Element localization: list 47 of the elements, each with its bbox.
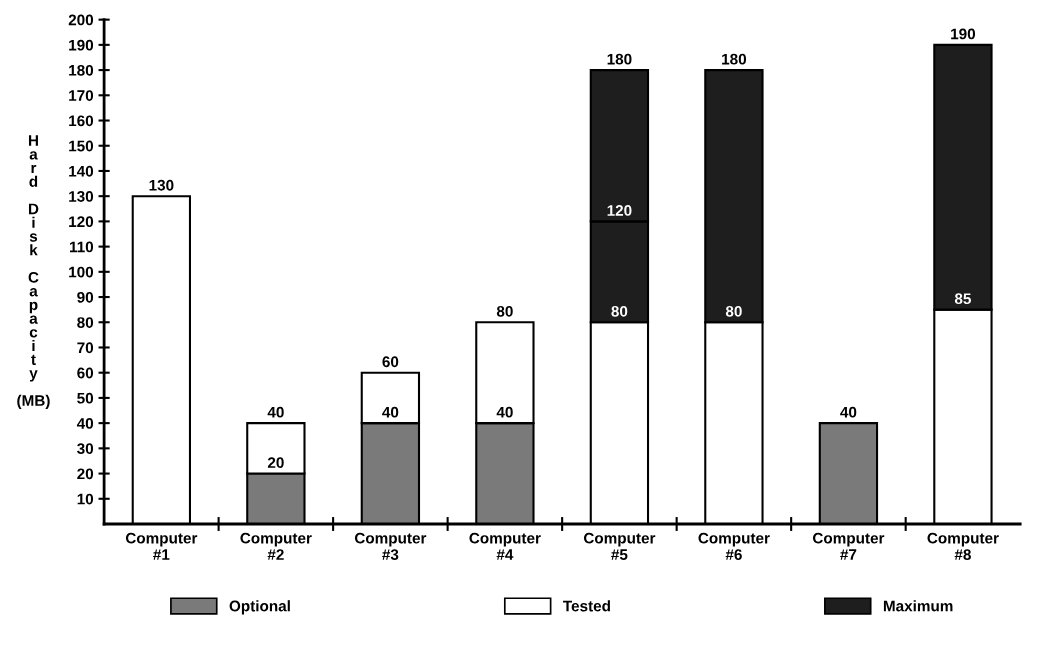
annotation: 40 <box>382 406 399 418</box>
y-tick-label: 130 <box>69 191 94 202</box>
annotation: 40 <box>496 406 513 418</box>
annotation: 80 <box>725 305 742 317</box>
y-tick-label: 190 <box>69 39 94 51</box>
x-tick-label: Computer #8 <box>927 532 999 561</box>
y-tick-label: 90 <box>77 291 94 303</box>
text: Hard Disk Capacity (MB) <box>17 135 50 409</box>
legend-label: Maximum <box>883 600 953 612</box>
y-tick-label: 200 <box>68 14 94 26</box>
x-tick-label: Computer #4 <box>469 532 541 560</box>
x-tick-label: Computer #1 <box>125 532 198 560</box>
y-tick-label: 20 <box>77 468 94 480</box>
y-tick-label: 70 <box>77 342 94 354</box>
y-tick-label: 150 <box>69 140 94 152</box>
x-tick-label: Computer #5 <box>583 532 656 561</box>
total-label: 180 <box>607 53 632 65</box>
y-tick-label: 140 <box>69 165 94 177</box>
y-tick-label: 110 <box>70 241 94 253</box>
total-label: 40 <box>840 406 857 418</box>
total-label: 180 <box>722 53 747 65</box>
legend-label: Optional <box>229 600 290 615</box>
y-tick-label: 170 <box>69 90 94 101</box>
x-tick-label: Computer #2 <box>240 532 312 560</box>
total-label: 190 <box>951 28 976 40</box>
annotation: 80 <box>611 305 628 317</box>
y-tick-label: 80 <box>77 317 94 328</box>
y-tick-label: 180 <box>69 64 94 76</box>
total-label: 80 <box>496 305 513 317</box>
total-label: 130 <box>149 179 174 191</box>
legend-label: Tested <box>563 600 610 612</box>
y-tick-label: 50 <box>77 392 94 404</box>
y-tick-label: 120 <box>69 216 94 228</box>
x-tick-label: Computer #3 <box>354 532 427 561</box>
annotation: 85 <box>954 293 971 305</box>
annotation: 20 <box>267 457 284 469</box>
y-tick-label: 160 <box>69 115 94 127</box>
x-tick-label: Computer #6 <box>698 532 770 561</box>
x-tick-label: Computer #7 <box>812 532 885 560</box>
y-tick-label: 60 <box>77 367 94 379</box>
total-label: 60 <box>382 356 399 368</box>
annotation: 120 <box>607 205 632 216</box>
y-tick-label: 100 <box>69 266 94 278</box>
y-tick-label: 40 <box>76 418 94 429</box>
y-tick-label: 30 <box>77 443 94 455</box>
y-tick-label: 10 <box>77 493 94 505</box>
total-label: 40 <box>267 406 284 418</box>
